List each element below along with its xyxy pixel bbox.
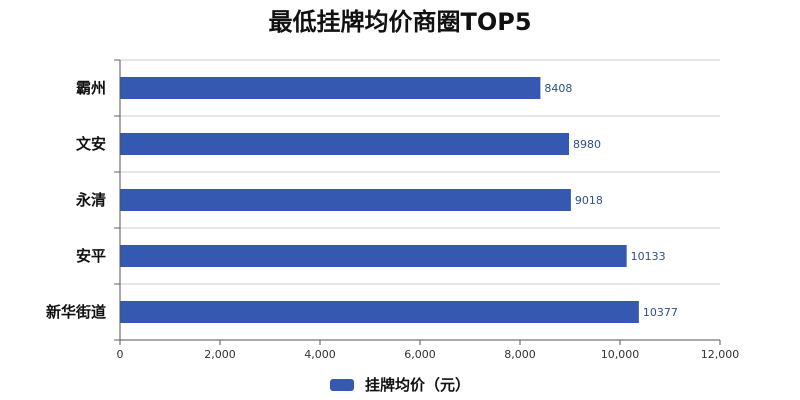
- bar: [120, 77, 541, 99]
- bar: [120, 133, 569, 155]
- data-label: 8408: [544, 82, 572, 95]
- bar: [120, 189, 571, 211]
- x-tick-label: 10,000: [601, 348, 640, 361]
- chart-title: 最低挂牌均价商圈TOP5: [268, 8, 532, 36]
- category-label: 永清: [75, 191, 106, 209]
- category-label: 文安: [76, 135, 106, 153]
- legend-label: 挂牌均价（元）: [365, 376, 471, 394]
- category-label: 安平: [76, 247, 106, 265]
- data-labels: 8408 8980 9018 10133 10377: [544, 82, 677, 319]
- value-axis: 0 2,000 4,000 6,000 8,000 10,000 12,000: [117, 339, 740, 361]
- data-label: 10377: [643, 306, 678, 319]
- x-tick-label: 0: [117, 348, 124, 361]
- x-tick-label: 6,000: [404, 348, 436, 361]
- x-tick-label: 12,000: [701, 348, 740, 361]
- x-tick-label: 2,000: [204, 348, 236, 361]
- category-label: 霸州: [76, 79, 106, 97]
- bar: [120, 245, 627, 267]
- x-tick-label: 8,000: [504, 348, 536, 361]
- bars: [120, 77, 639, 323]
- bar: [120, 301, 639, 323]
- legend-swatch: [329, 378, 354, 391]
- data-label: 8980: [573, 138, 601, 151]
- x-tick-label: 4,000: [304, 348, 336, 361]
- category-label: 新华街道: [46, 303, 106, 321]
- legend: 挂牌均价（元）: [0, 374, 800, 395]
- data-label: 10133: [631, 250, 666, 263]
- data-label: 9018: [575, 194, 603, 207]
